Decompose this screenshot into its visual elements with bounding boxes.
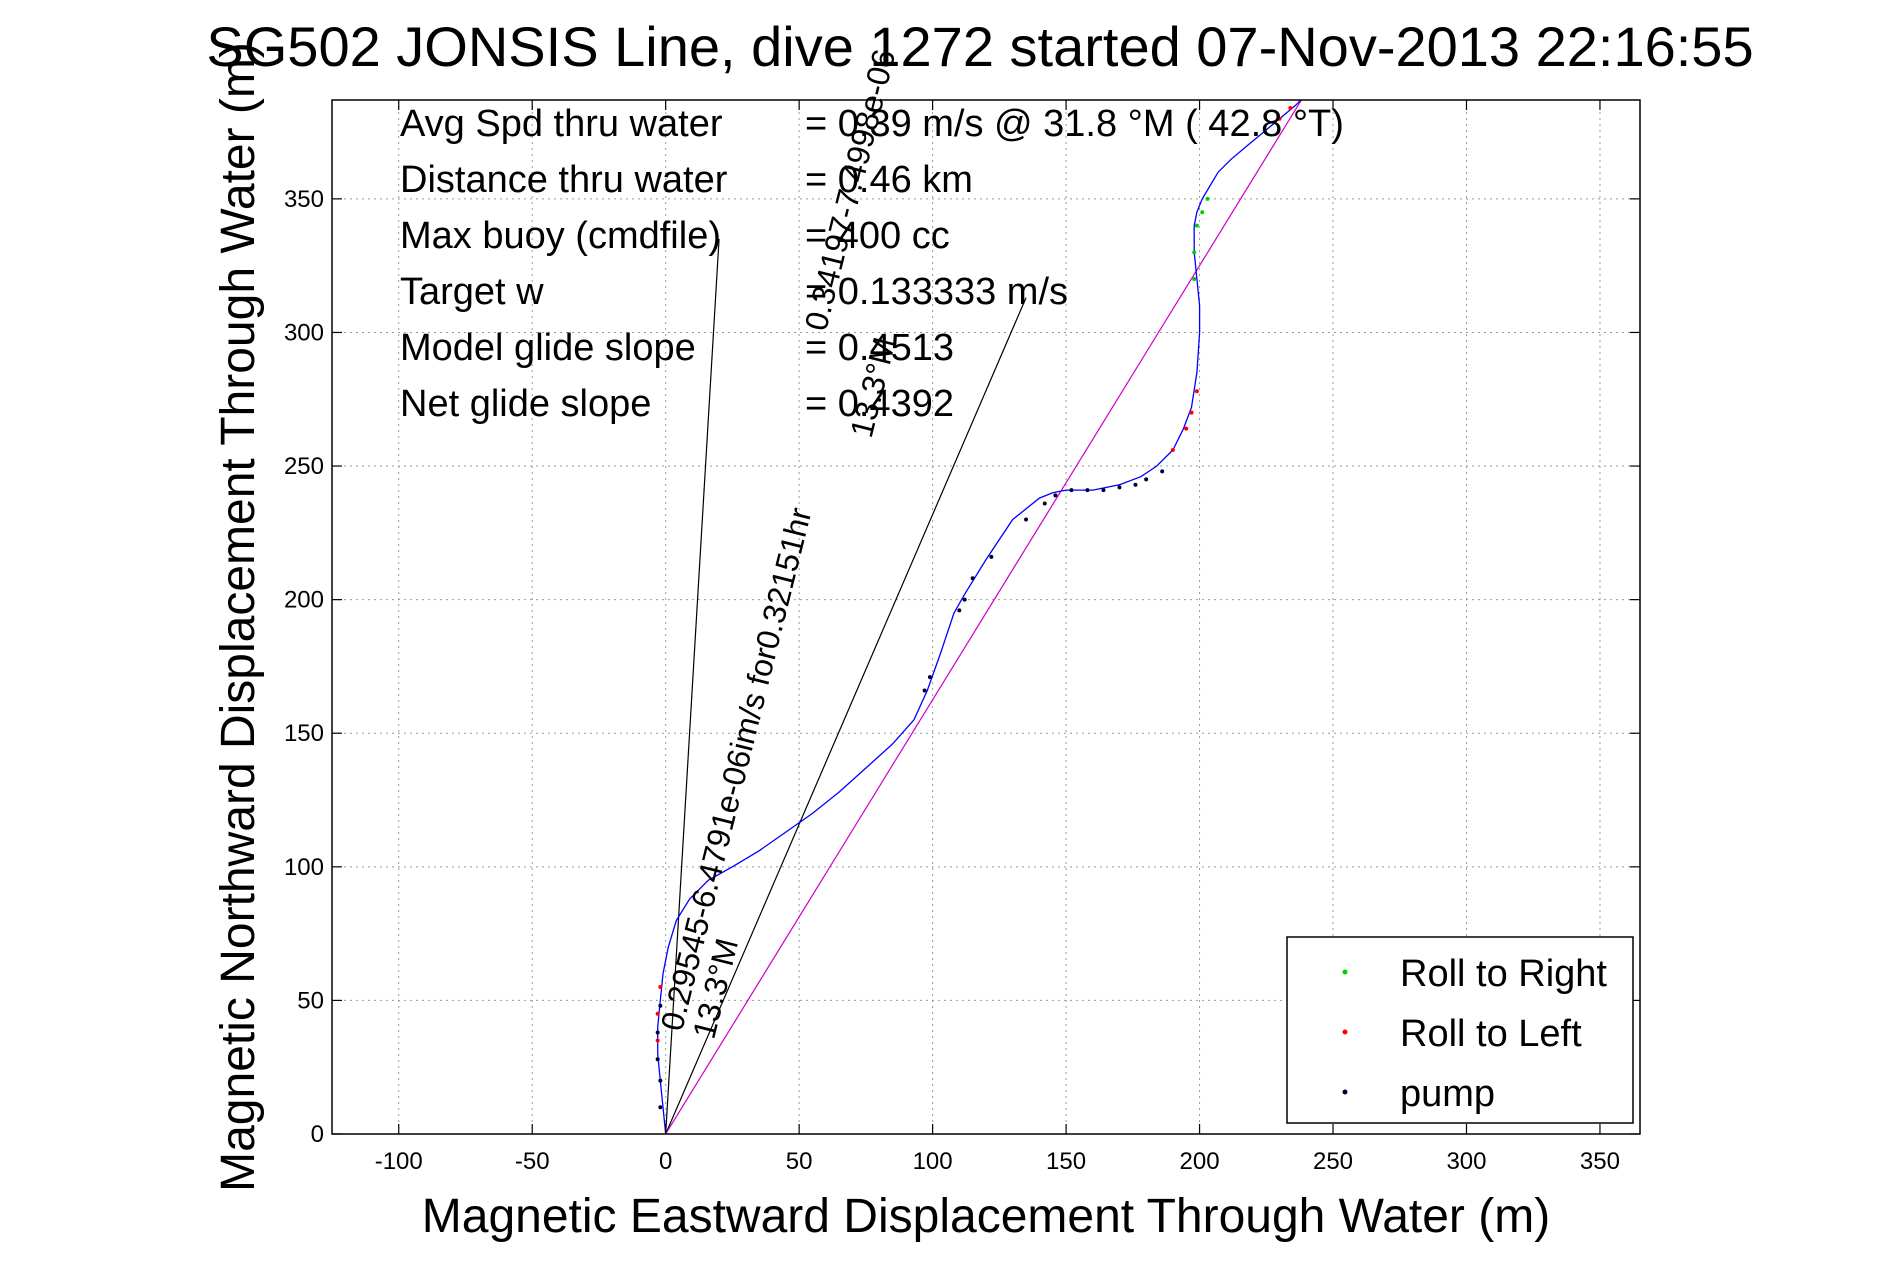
pump-marker — [1024, 517, 1029, 522]
y-tick-label: 350 — [284, 186, 324, 213]
pump-marker — [655, 1030, 660, 1035]
x-axis-label: Magnetic Eastward Displacement Through W… — [422, 1190, 1550, 1243]
pump-marker — [1085, 488, 1090, 493]
roll-left-marker — [655, 1038, 660, 1043]
x-tick-label: 50 — [786, 1148, 813, 1175]
stat-value: = 400 cc — [805, 215, 950, 257]
stat-value: = 0.46 km — [805, 159, 973, 201]
y-tick-label: 250 — [284, 453, 324, 480]
guide-lines — [665, 100, 1303, 1134]
track-line — [657, 100, 1302, 1134]
pump-marker — [1117, 485, 1122, 490]
x-tick-label: 100 — [913, 1148, 953, 1175]
roll-right-marker — [1194, 223, 1199, 228]
y-tick-label: 50 — [297, 987, 324, 1014]
pump-marker — [989, 554, 994, 559]
pump-marker — [957, 608, 962, 613]
y-tick-label: 200 — [284, 587, 324, 614]
legend-label: Roll to Left — [1400, 1013, 1582, 1055]
stat-label: Net glide slope — [400, 383, 651, 425]
stat-label: Avg Spd thru water — [400, 103, 723, 145]
stat-value: = 0.4392 — [805, 383, 954, 425]
pump-marker — [1053, 493, 1058, 498]
legend-marker — [1342, 1029, 1348, 1035]
y-tick-label: 300 — [284, 319, 324, 346]
x-tick-label: 250 — [1313, 1148, 1353, 1175]
pump-marker — [658, 1003, 663, 1008]
track-series — [657, 100, 1302, 1134]
pump-marker — [970, 576, 975, 581]
x-tick-label: 0 — [659, 1148, 672, 1175]
legend-label: pump — [1400, 1073, 1495, 1115]
pump-marker — [1160, 469, 1165, 474]
y-tick-label: 0 — [311, 1121, 324, 1148]
guide-line — [665, 297, 1027, 1134]
y-axis-label: Magnetic Northward Displacement Through … — [212, 42, 265, 1192]
roll-left-marker — [1170, 448, 1175, 453]
stat-value: = 0.133333 m/s — [805, 271, 1068, 313]
dive-statistics: Avg Spd thru water = 0.39 m/s @ 31.8 °M (… — [400, 103, 1344, 425]
pump-marker — [1144, 477, 1149, 482]
y-tick-label: 100 — [284, 854, 324, 881]
pump-marker — [1133, 482, 1138, 487]
pump-marker — [658, 1078, 663, 1083]
roll-right-marker — [1205, 196, 1210, 201]
pump-marker — [658, 1105, 663, 1110]
pump-marker — [927, 675, 932, 680]
guide-line — [665, 238, 720, 1134]
roll-right-marker — [1192, 277, 1197, 282]
x-tick-label: 150 — [1046, 1148, 1086, 1175]
marker-points — [655, 106, 1293, 1110]
pump-marker — [1069, 488, 1074, 493]
x-tick-label: -100 — [375, 1148, 423, 1175]
roll-right-marker — [1192, 250, 1197, 255]
y-tick-label: 150 — [284, 720, 324, 747]
y-axis-ticks: 0 50 100 150 200 250 300 350 — [284, 186, 1640, 1148]
roll-left-marker — [658, 985, 663, 990]
legend: Roll to Right Roll to Left pump — [1286, 936, 1634, 1124]
legend-marker — [1342, 1089, 1348, 1095]
stat-label: Distance thru water — [400, 159, 728, 201]
x-axis-ticks: -100 -50 0 50 100 150 200 250 300 350 — [375, 100, 1620, 1175]
pump-marker — [1101, 488, 1106, 493]
roll-right-marker — [1200, 210, 1205, 215]
roll-left-marker — [1189, 410, 1194, 415]
roll-left-marker — [1184, 426, 1189, 431]
stat-value: = 0.39 m/s @ 31.8 °M ( 42.8 °T) — [805, 103, 1344, 145]
roll-left-marker — [1288, 106, 1293, 111]
plot-frame — [331, 99, 1641, 1135]
legend-label: Roll to Right — [1400, 953, 1607, 995]
roll-left-marker — [1194, 389, 1199, 394]
pump-marker — [1042, 501, 1047, 506]
stat-label: Max buoy (cmdfile) — [400, 215, 721, 257]
x-tick-label: 350 — [1580, 1148, 1620, 1175]
stat-label: Model glide slope — [400, 327, 696, 369]
roll-left-marker — [1277, 116, 1282, 121]
x-tick-label: -50 — [515, 1148, 550, 1175]
legend-marker — [1342, 969, 1348, 975]
pump-marker — [962, 597, 967, 602]
x-tick-label: 200 — [1180, 1148, 1220, 1175]
x-tick-label: 300 — [1446, 1148, 1486, 1175]
roll-left-marker — [655, 1011, 660, 1016]
pump-marker — [655, 1057, 660, 1062]
stat-value: = 0.4513 — [805, 327, 954, 369]
guide-line — [665, 100, 1303, 1134]
pump-marker — [922, 688, 927, 693]
chart-title: SG502 JONSIS Line, dive 1272 started 07-… — [206, 15, 1753, 78]
stat-label: Target w — [400, 271, 544, 313]
